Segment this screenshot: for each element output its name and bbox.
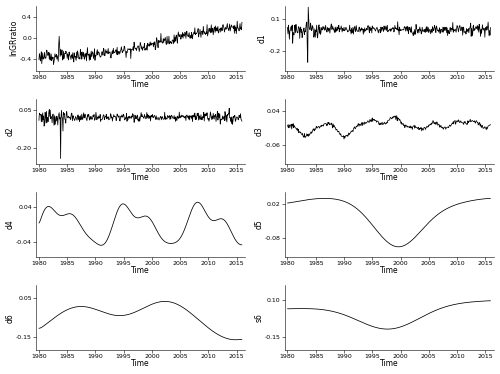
- X-axis label: Time: Time: [380, 80, 398, 89]
- X-axis label: Time: Time: [380, 359, 398, 368]
- X-axis label: Time: Time: [380, 173, 398, 182]
- Y-axis label: d3: d3: [254, 126, 263, 136]
- Y-axis label: d2: d2: [6, 126, 15, 136]
- Y-axis label: d1: d1: [258, 33, 267, 43]
- Y-axis label: d6: d6: [6, 313, 15, 322]
- X-axis label: Time: Time: [132, 266, 150, 275]
- X-axis label: Time: Time: [132, 80, 150, 89]
- X-axis label: Time: Time: [132, 359, 150, 368]
- Y-axis label: d4: d4: [6, 220, 15, 229]
- Y-axis label: d5: d5: [254, 220, 263, 229]
- Y-axis label: lnGRratio: lnGRratio: [10, 20, 18, 56]
- X-axis label: Time: Time: [380, 266, 398, 275]
- Y-axis label: s6: s6: [254, 313, 263, 322]
- X-axis label: Time: Time: [132, 173, 150, 182]
